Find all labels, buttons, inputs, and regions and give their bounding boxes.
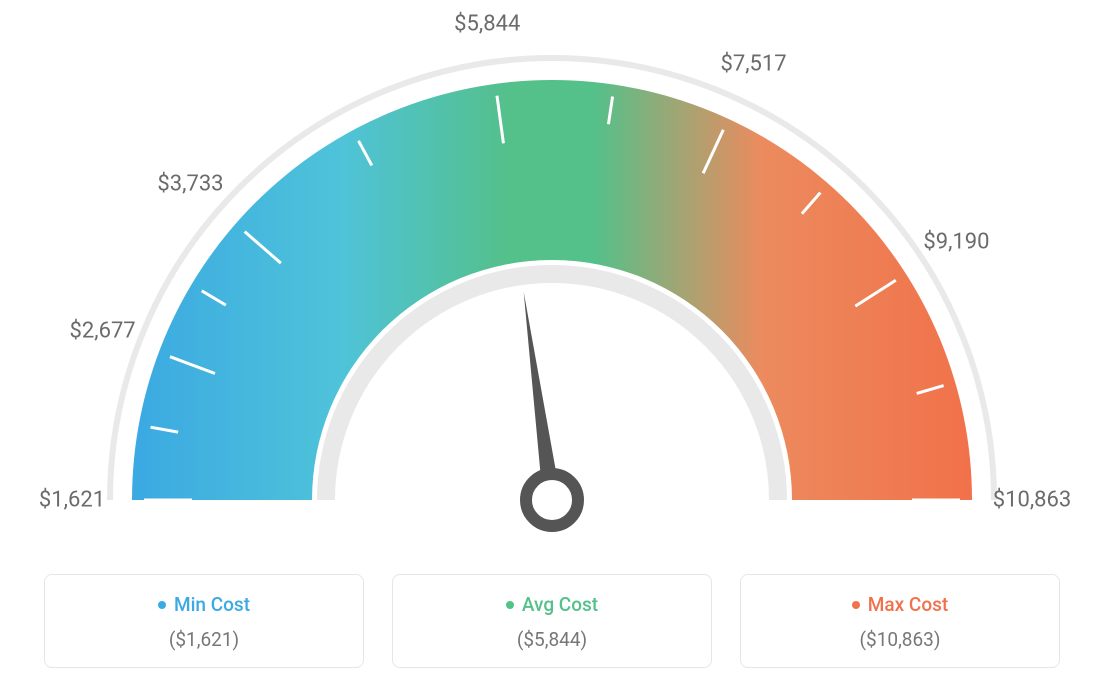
gauge-chart: $1,621 $2,677 $3,733 $5,844 $7,517 $9,190 $10,… bbox=[0, 0, 1104, 560]
legend-title-avg: Avg Cost bbox=[506, 593, 598, 616]
legend-title-text: Min Cost bbox=[174, 593, 250, 616]
legend-title-max: Max Cost bbox=[852, 593, 948, 616]
gauge-tick-label: $2,677 bbox=[70, 319, 136, 344]
legend-title-text: Max Cost bbox=[868, 593, 948, 616]
legend-row: Min Cost ($1,621) Avg Cost ($5,844) Max … bbox=[40, 574, 1064, 668]
legend-value-min: ($1,621) bbox=[55, 628, 353, 651]
chart-container: $1,621 $2,677 $3,733 $5,844 $7,517 $9,190 $10,… bbox=[0, 0, 1104, 690]
legend-card-max: Max Cost ($10,863) bbox=[740, 574, 1060, 668]
dot-icon bbox=[158, 601, 166, 609]
dot-icon bbox=[852, 601, 860, 609]
legend-title-min: Min Cost bbox=[158, 593, 250, 616]
legend-value-max: ($10,863) bbox=[751, 628, 1049, 651]
dot-icon bbox=[506, 601, 514, 609]
legend-card-min: Min Cost ($1,621) bbox=[44, 574, 364, 668]
legend-title-text: Avg Cost bbox=[522, 593, 598, 616]
legend-card-avg: Avg Cost ($5,844) bbox=[392, 574, 712, 668]
legend-value-avg: ($5,844) bbox=[403, 628, 701, 651]
gauge-tick-label: $3,733 bbox=[157, 172, 223, 197]
gauge-tick-label: $1,621 bbox=[39, 488, 105, 513]
gauge-tick-label: $9,190 bbox=[923, 229, 989, 254]
gauge-tick-label: $7,517 bbox=[721, 52, 787, 77]
gauge-tick-label: $10,863 bbox=[993, 488, 1072, 513]
gauge-tick-label: $5,844 bbox=[454, 12, 520, 37]
